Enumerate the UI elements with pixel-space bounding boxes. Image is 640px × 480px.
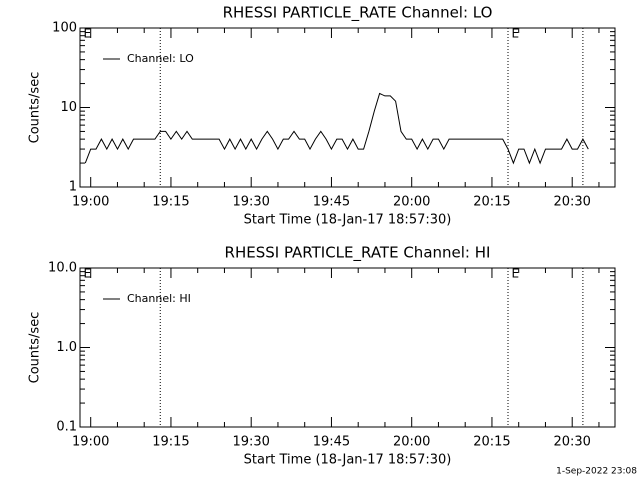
footer: 1-Sep-2022 23:08 xyxy=(556,467,637,477)
legend-label: Channel: LO xyxy=(127,52,194,65)
x-tick-label: 19:00 xyxy=(72,435,109,450)
x-tick-label: 19:45 xyxy=(313,195,350,210)
x-tick-label: 20:00 xyxy=(393,195,430,210)
annotation: E xyxy=(512,267,520,281)
x-tick-label: 19:00 xyxy=(72,195,109,210)
chart-title: RHESSI PARTICLE_RATE Channel: HI xyxy=(225,244,491,263)
x-tick-label: 19:30 xyxy=(232,435,269,450)
y-axis-label: Counts/sec xyxy=(28,72,43,144)
annotation: E xyxy=(84,27,92,41)
chart-title: RHESSI PARTICLE_RATE Channel: LO xyxy=(223,4,493,23)
x-tick-label: 20:15 xyxy=(473,195,510,210)
annotation: E xyxy=(512,27,520,41)
y-tick-label: 1.0 xyxy=(56,340,77,355)
x-tick-label: 20:30 xyxy=(553,435,590,450)
y-axis-label: Counts/sec xyxy=(28,312,43,384)
x-axis-label: Start Time (18-Jan-17 18:57:30) xyxy=(244,213,452,228)
x-tick-label: 20:30 xyxy=(553,195,590,210)
x-tick-label: 19:30 xyxy=(232,195,269,210)
y-tick-label: 1 xyxy=(69,180,77,195)
y-tick-label: 10.0 xyxy=(48,261,77,276)
x-tick-label: 19:15 xyxy=(152,435,189,450)
x-tick-label: 19:45 xyxy=(313,435,350,450)
legend-label: Channel: HI xyxy=(127,292,191,305)
y-tick-label: 100 xyxy=(52,21,77,36)
x-tick-label: 20:15 xyxy=(473,435,510,450)
data-line xyxy=(84,92,589,165)
x-tick-label: 20:00 xyxy=(393,435,430,450)
y-tick-label: 10 xyxy=(60,100,77,115)
x-tick-label: 19:15 xyxy=(152,195,189,210)
annotation: E xyxy=(84,267,92,281)
y-tick-label: 0.1 xyxy=(56,420,77,435)
x-axis-label: Start Time (18-Jan-17 18:57:30) xyxy=(244,453,452,468)
